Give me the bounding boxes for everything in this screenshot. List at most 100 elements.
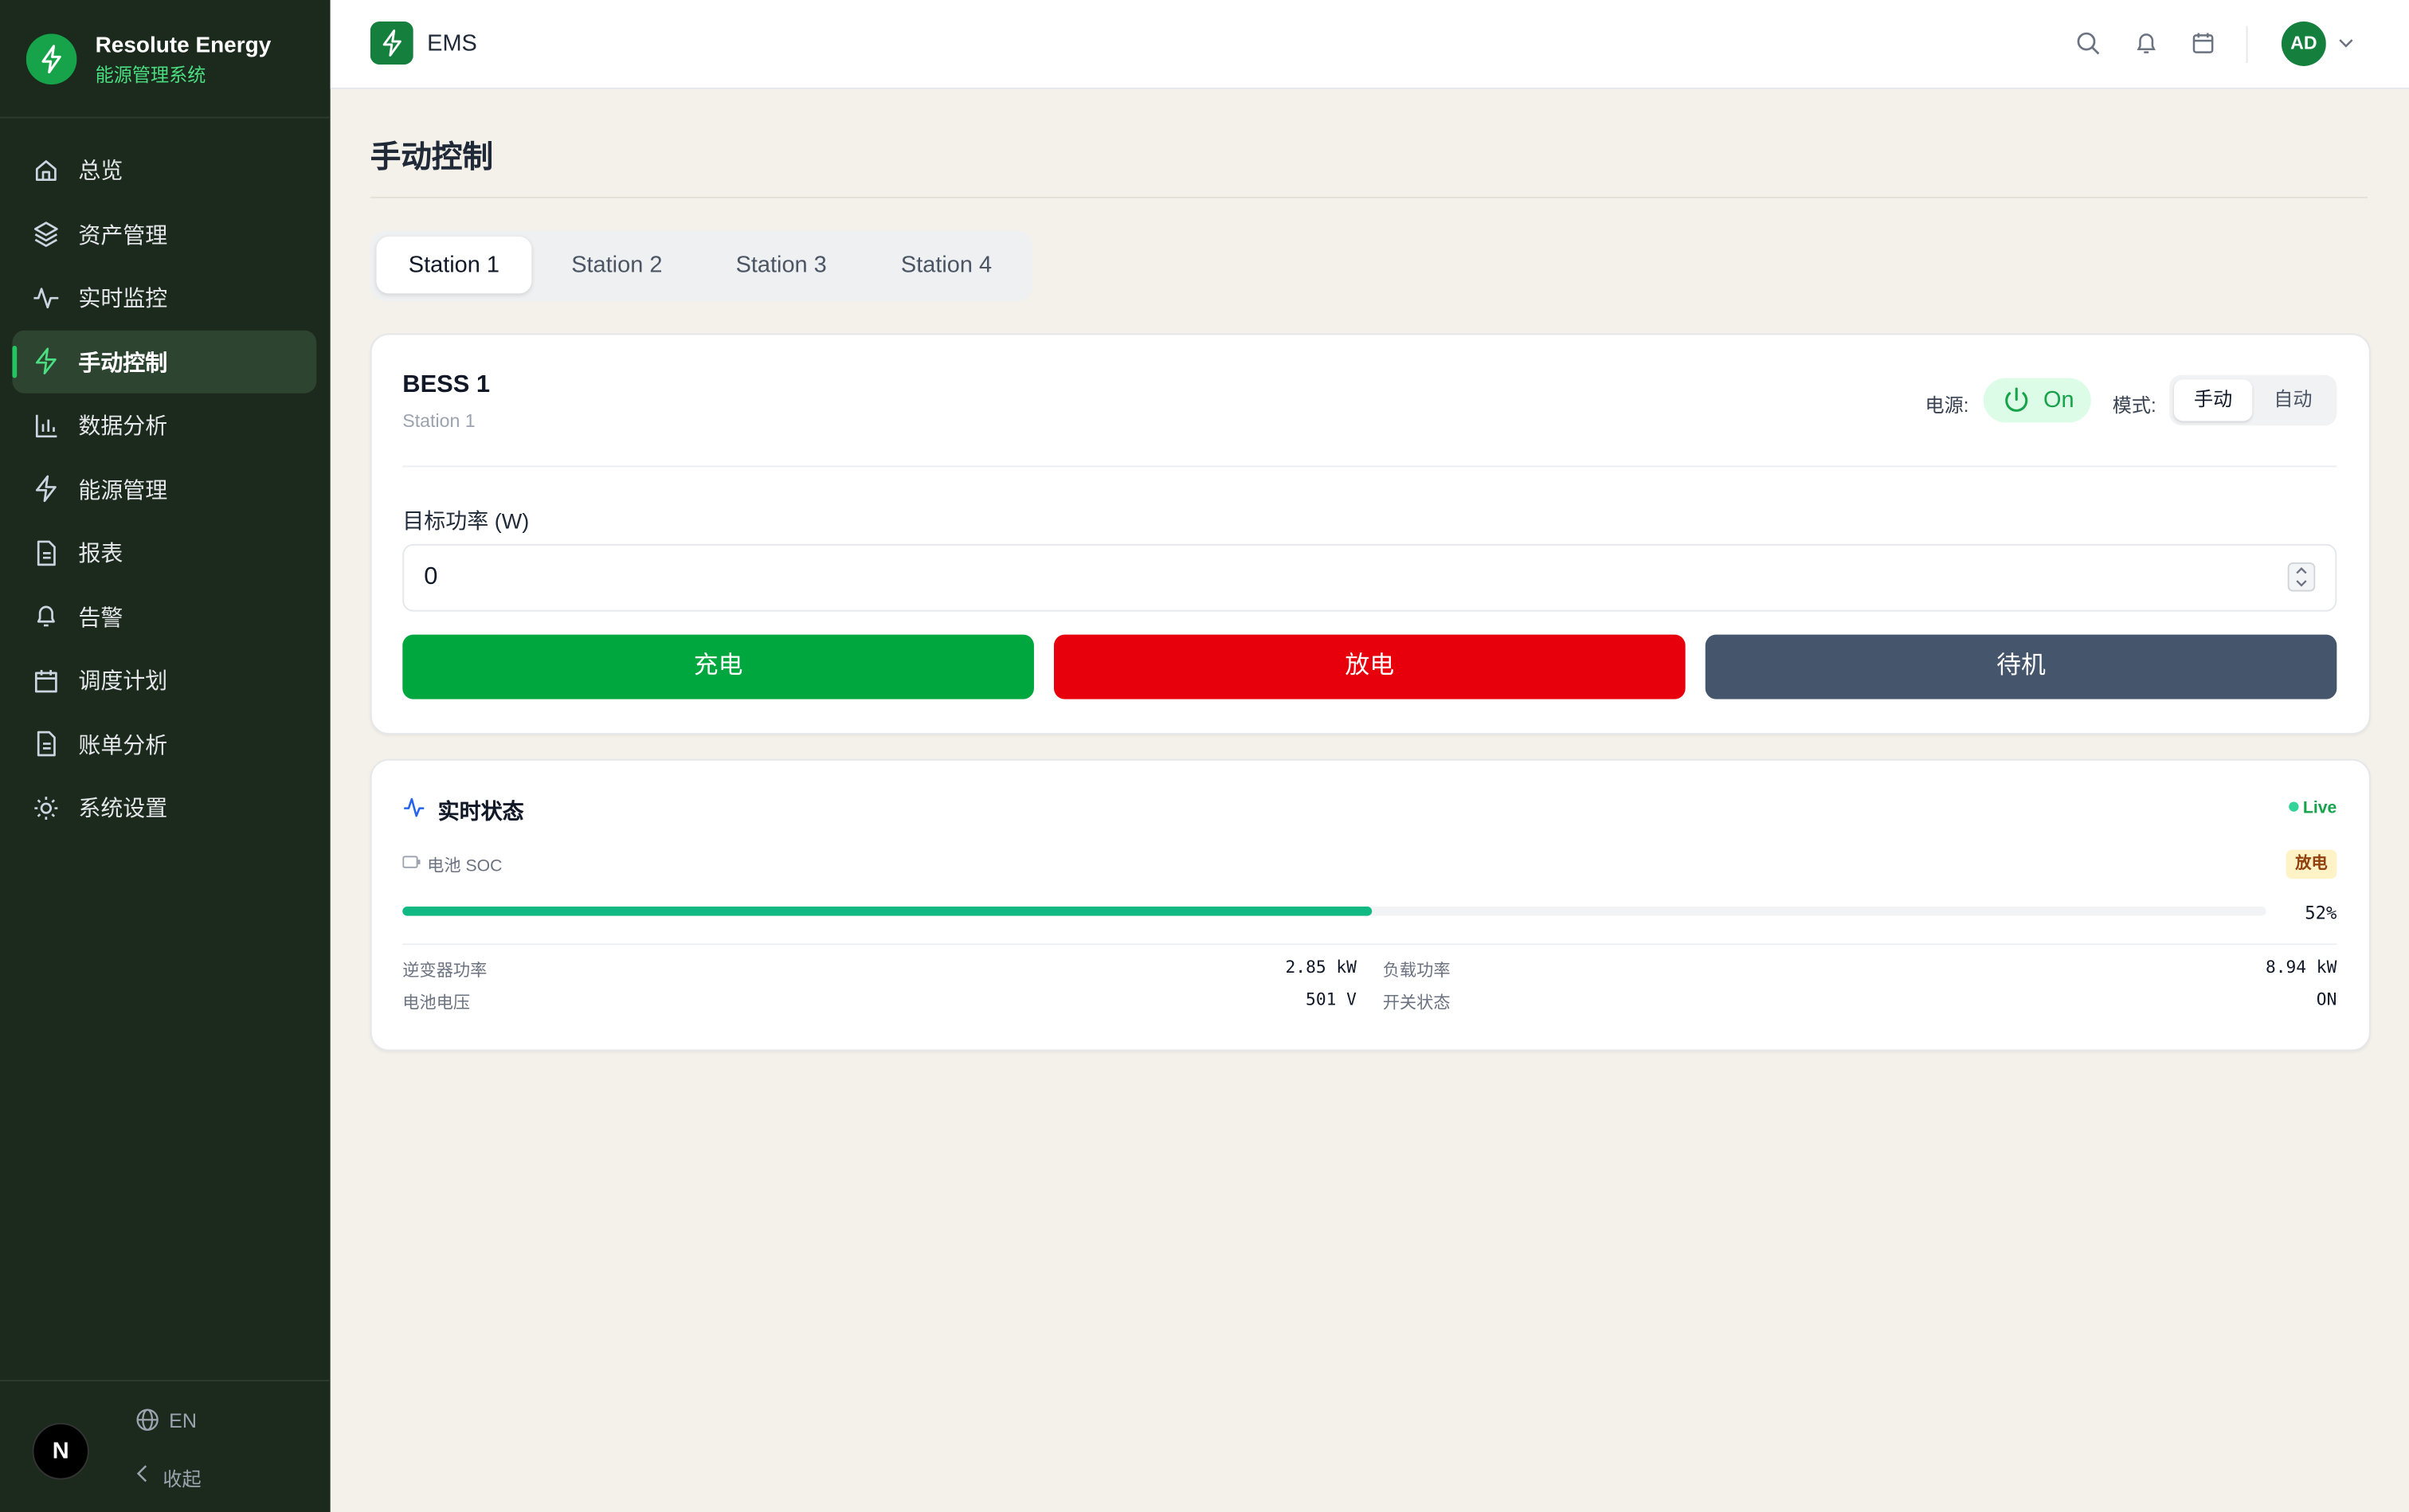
station-tab[interactable]: Station 1 xyxy=(376,237,532,294)
nav-icon xyxy=(37,731,56,757)
search-icon[interactable] xyxy=(2075,31,2100,56)
nav-icon xyxy=(34,796,58,820)
mode-option[interactable]: 自动 xyxy=(2274,389,2313,411)
nav-item[interactable]: 总览 xyxy=(12,139,316,202)
divider xyxy=(0,116,331,119)
divider xyxy=(0,1380,331,1382)
station-tabs: Station 1 Station 2 Station 3 Station 4 xyxy=(370,230,1032,302)
nav-label: 资产管理 xyxy=(78,223,168,249)
globe-icon xyxy=(136,1408,159,1431)
mode-label: 模式: xyxy=(2112,394,2156,417)
nav-icon xyxy=(35,413,57,437)
brand-logo xyxy=(25,33,77,85)
metric-value: 8.94 kW xyxy=(2265,957,2337,977)
nav-item[interactable]: 报表 xyxy=(12,521,316,584)
nav-icon xyxy=(35,475,57,503)
divider xyxy=(402,943,2337,946)
nav-item[interactable]: 能源管理 xyxy=(12,457,316,520)
nav-label: 总览 xyxy=(78,159,123,185)
spinner[interactable] xyxy=(2287,562,2316,592)
calendar-icon[interactable] xyxy=(2191,31,2215,56)
battery-icon xyxy=(402,856,421,868)
divider xyxy=(370,196,2368,198)
metric-value: 501 V xyxy=(1306,989,1357,1010)
nav-icon xyxy=(34,221,58,247)
live-dot xyxy=(2289,801,2299,812)
avatar-n xyxy=(32,1423,89,1480)
action-button[interactable]: 充电 xyxy=(402,634,1034,699)
nav-icon xyxy=(34,669,57,692)
nav-icon xyxy=(35,347,57,375)
activity-icon xyxy=(404,797,425,817)
device-station: Station 1 xyxy=(402,410,476,433)
target-label: 目标功率 (W) xyxy=(402,508,530,534)
language-toggle[interactable]: EN xyxy=(169,1408,197,1432)
page-title: 手动控制 xyxy=(370,141,494,175)
power-toggle[interactable] xyxy=(1983,378,2091,423)
nav-icon xyxy=(37,539,56,566)
target-value: 0 xyxy=(424,563,438,590)
metric-label: 逆变器功率 xyxy=(402,962,488,981)
station-tab[interactable]: Station 2 xyxy=(571,252,663,279)
nav-item[interactable]: 账单分析 xyxy=(12,712,316,775)
user-initials: AD xyxy=(2290,32,2317,54)
chevron-down xyxy=(2339,39,2353,48)
nav-label: 实时监控 xyxy=(78,287,168,312)
status-card xyxy=(370,758,2371,1052)
nav-label: 报表 xyxy=(78,542,123,567)
station-tab[interactable]: Station 4 xyxy=(900,252,993,279)
nav-item[interactable]: 实时监控 xyxy=(12,266,316,329)
nav-item[interactable]: 资产管理 xyxy=(12,202,316,265)
chevron-left xyxy=(136,1465,147,1483)
sidebar: Resolute Energy 能源管理系统 总览资产管理实时监控手动控制数据分… xyxy=(0,0,331,1512)
divider xyxy=(2246,25,2248,64)
action-button[interactable]: 放电 xyxy=(1053,634,1686,699)
soc-value: 52% xyxy=(2305,902,2337,924)
nav-label: 告警 xyxy=(78,605,123,631)
nav-label: 能源管理 xyxy=(78,478,168,503)
brand-name: Resolute Energy xyxy=(95,33,272,59)
nav-icon xyxy=(35,159,57,181)
nav-label: 系统设置 xyxy=(78,797,168,822)
power-state: On xyxy=(2043,387,2074,413)
status-title: 实时状态 xyxy=(437,799,524,824)
live-label: Live xyxy=(2302,799,2337,818)
metric-label: 电池电压 xyxy=(402,993,471,1013)
nav-icon xyxy=(33,287,59,308)
brand-subtitle: 能源管理系统 xyxy=(95,65,206,87)
collapse-button[interactable]: 收起 xyxy=(163,1468,202,1490)
nav-label: 手动控制 xyxy=(78,351,168,376)
nav-icon xyxy=(37,605,55,627)
divider xyxy=(402,465,2337,468)
metric-label: 开关状态 xyxy=(1382,993,1451,1013)
header: EMS AD xyxy=(330,0,2409,89)
action-button[interactable]: 待机 xyxy=(1705,634,2337,699)
nav-item[interactable]: 调度计划 xyxy=(12,648,316,711)
app-logo xyxy=(370,22,413,65)
mode-toggle: 手动 自动 xyxy=(2169,374,2337,426)
nav-label: 账单分析 xyxy=(78,734,168,758)
nav-label: 数据分析 xyxy=(78,414,168,440)
mode-option[interactable]: 手动 xyxy=(2173,379,2253,421)
station-tab[interactable]: Station 3 xyxy=(735,252,827,279)
nav-item[interactable]: 系统设置 xyxy=(12,776,316,839)
nav-item[interactable]: 手动控制 xyxy=(12,329,317,393)
nav-item[interactable]: 数据分析 xyxy=(12,394,316,456)
power-icon xyxy=(2005,387,2028,412)
metric-label: 负载功率 xyxy=(1382,962,1451,981)
bell-icon[interactable] xyxy=(2134,31,2159,56)
device-name: BESS 1 xyxy=(402,371,491,398)
avatar-letter: N xyxy=(52,1438,69,1465)
metric-value: ON xyxy=(2316,989,2337,1010)
state-badge: 放电 xyxy=(2286,849,2337,879)
target-input[interactable] xyxy=(402,543,2337,612)
user-avatar[interactable] xyxy=(2281,22,2326,66)
power-label: 电源: xyxy=(1925,394,1969,417)
metric-value: 2.85 kW xyxy=(1285,957,1357,977)
nav-item[interactable]: 告警 xyxy=(12,585,316,648)
nav-label: 调度计划 xyxy=(78,669,168,695)
soc-bar xyxy=(402,907,1372,916)
soc-label: 电池 SOC xyxy=(427,857,503,876)
